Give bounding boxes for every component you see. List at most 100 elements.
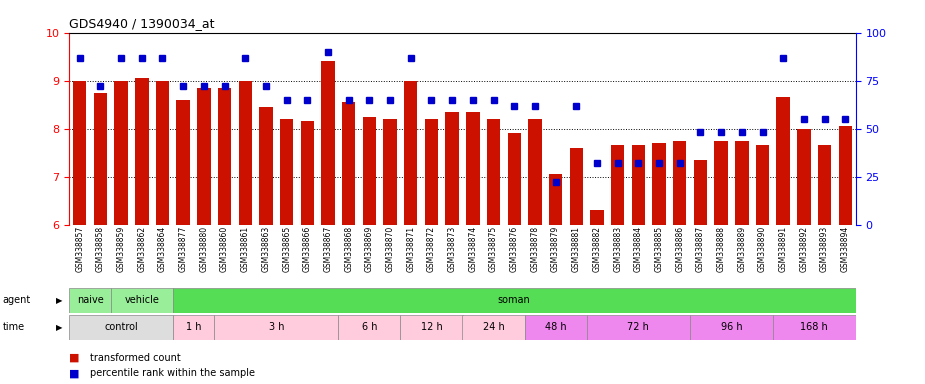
Text: GSM338890: GSM338890	[758, 226, 767, 272]
Bar	[776, 98, 790, 225]
Text: GSM338859: GSM338859	[117, 226, 126, 272]
Text: soman: soman	[498, 295, 531, 306]
Text: ▶: ▶	[56, 296, 63, 305]
Bar	[673, 141, 686, 225]
Bar	[321, 61, 335, 225]
Text: GSM338871: GSM338871	[406, 226, 415, 272]
Text: ▶: ▶	[56, 323, 63, 332]
Text: GSM338863: GSM338863	[262, 226, 270, 272]
Text: transformed count: transformed count	[90, 353, 180, 363]
Text: GSM338893: GSM338893	[820, 226, 829, 272]
Bar	[586, 315, 690, 340]
Text: 1 h: 1 h	[186, 322, 202, 333]
Bar	[818, 146, 832, 225]
Text: GSM338866: GSM338866	[302, 226, 312, 272]
Text: ■: ■	[69, 368, 80, 378]
Bar	[839, 126, 852, 225]
Text: GSM338886: GSM338886	[675, 226, 684, 272]
Bar	[714, 141, 728, 225]
Text: GSM338872: GSM338872	[427, 226, 436, 272]
Text: GSM338887: GSM338887	[696, 226, 705, 272]
Bar	[342, 102, 355, 225]
Bar	[528, 119, 542, 225]
Text: GSM338860: GSM338860	[220, 226, 229, 272]
Text: GSM338873: GSM338873	[448, 226, 457, 272]
Bar	[462, 315, 524, 340]
Bar	[383, 119, 397, 225]
Bar	[111, 288, 173, 313]
Text: GSM338870: GSM338870	[386, 226, 395, 272]
Text: GSM338891: GSM338891	[779, 226, 788, 272]
Text: 24 h: 24 h	[483, 322, 504, 333]
Text: GSM338857: GSM338857	[75, 226, 84, 272]
Bar	[259, 107, 273, 225]
Text: control: control	[105, 322, 138, 333]
Text: GDS4940 / 1390034_at: GDS4940 / 1390034_at	[69, 17, 215, 30]
Text: GSM338889: GSM338889	[737, 226, 746, 272]
Text: GSM338862: GSM338862	[137, 226, 146, 272]
Text: GSM338869: GSM338869	[364, 226, 374, 272]
Text: 48 h: 48 h	[545, 322, 566, 333]
Bar	[610, 146, 624, 225]
Bar	[73, 81, 86, 225]
Text: GSM338874: GSM338874	[468, 226, 477, 272]
Text: 3 h: 3 h	[268, 322, 284, 333]
Text: GSM338883: GSM338883	[613, 226, 623, 272]
Bar	[135, 78, 149, 225]
Bar	[339, 315, 401, 340]
Bar	[197, 88, 211, 225]
Bar	[570, 148, 583, 225]
Bar	[177, 100, 190, 225]
Text: GSM338858: GSM338858	[96, 226, 105, 272]
Text: GSM338877: GSM338877	[179, 226, 188, 272]
Text: GSM338880: GSM338880	[200, 226, 208, 272]
Bar	[487, 119, 500, 225]
Text: 6 h: 6 h	[362, 322, 377, 333]
Text: agent: agent	[3, 295, 31, 306]
Text: GSM338861: GSM338861	[240, 226, 250, 272]
Bar	[280, 119, 293, 225]
Text: GSM338894: GSM338894	[841, 226, 850, 272]
Text: GSM338865: GSM338865	[282, 226, 291, 272]
Text: vehicle: vehicle	[124, 295, 159, 306]
Text: GSM338868: GSM338868	[344, 226, 353, 272]
Bar	[508, 134, 521, 225]
Text: naive: naive	[77, 295, 104, 306]
Bar	[401, 315, 462, 340]
Bar	[404, 81, 417, 225]
Bar	[69, 315, 173, 340]
Text: 12 h: 12 h	[421, 322, 442, 333]
Text: GSM338888: GSM338888	[717, 226, 725, 272]
Bar	[446, 112, 459, 225]
Text: GSM338864: GSM338864	[158, 226, 167, 272]
Bar	[115, 81, 128, 225]
Text: GSM338875: GSM338875	[489, 226, 498, 272]
Bar	[652, 143, 666, 225]
Text: GSM338881: GSM338881	[572, 226, 581, 272]
Bar	[69, 288, 111, 313]
Text: percentile rank within the sample: percentile rank within the sample	[90, 368, 254, 378]
Text: 96 h: 96 h	[721, 322, 742, 333]
Text: GSM338878: GSM338878	[530, 226, 539, 272]
Bar	[694, 160, 708, 225]
Bar	[93, 93, 107, 225]
Bar	[173, 315, 215, 340]
Bar	[155, 81, 169, 225]
Text: 72 h: 72 h	[627, 322, 649, 333]
Text: GSM338885: GSM338885	[655, 226, 663, 272]
Bar	[773, 315, 856, 340]
Text: time: time	[3, 322, 25, 333]
Text: GSM338882: GSM338882	[593, 226, 601, 272]
Bar	[735, 141, 748, 225]
Bar	[173, 288, 856, 313]
Bar	[301, 121, 314, 225]
Bar	[363, 117, 376, 225]
Bar	[425, 119, 438, 225]
Text: GSM338867: GSM338867	[324, 226, 332, 272]
Text: GSM338884: GSM338884	[634, 226, 643, 272]
Bar	[590, 210, 604, 225]
Bar	[217, 88, 231, 225]
Bar	[215, 315, 339, 340]
Text: ■: ■	[69, 353, 80, 363]
Bar	[549, 174, 562, 225]
